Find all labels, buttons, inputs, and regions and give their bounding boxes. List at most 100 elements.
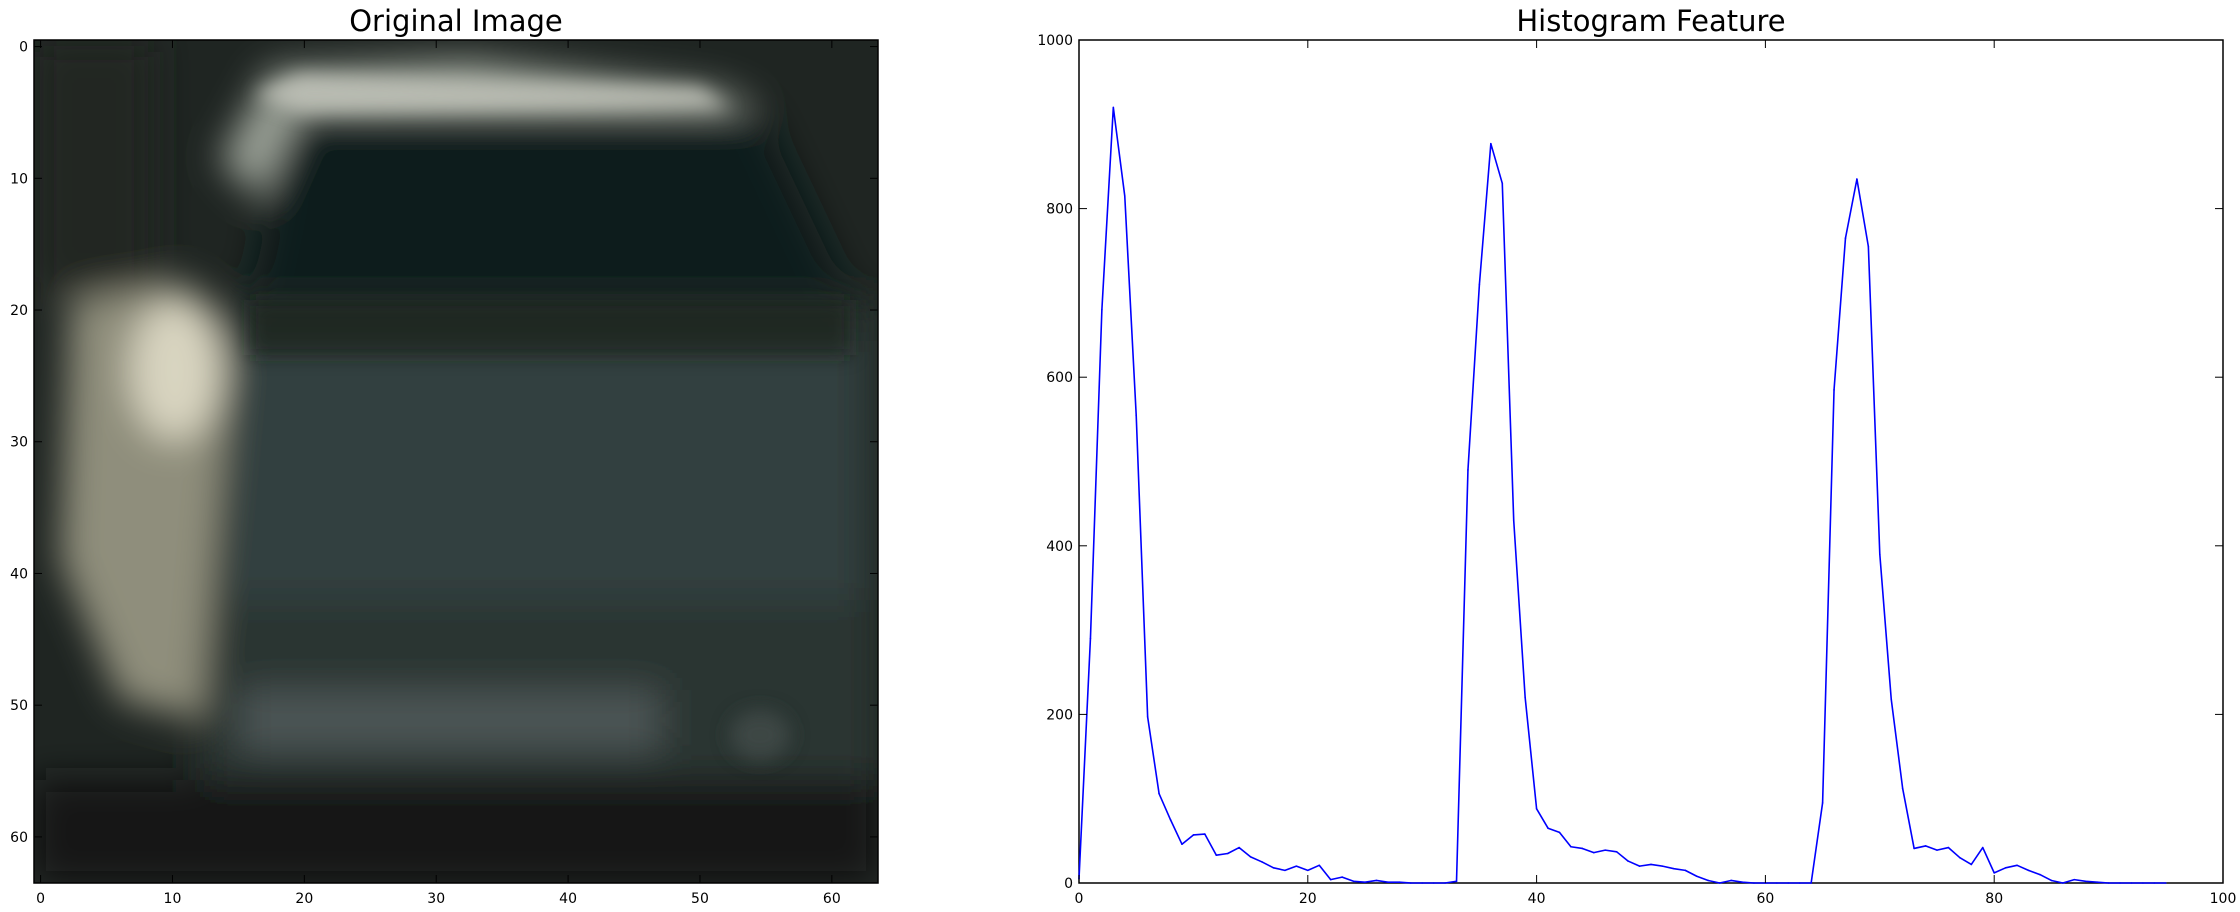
histogram-point: [1192, 834, 1195, 836]
histogram-y-tick-label: 0: [1064, 876, 1073, 892]
histogram-point: [1375, 879, 1378, 882]
image-title: Original Image: [349, 4, 563, 38]
histogram-point: [2073, 878, 2076, 881]
histogram-point: [1204, 833, 1206, 835]
histogram-point: [1718, 882, 1721, 884]
histogram-point: [2027, 869, 2030, 872]
histogram-point: [1741, 881, 1744, 883]
histogram-point: [2039, 873, 2041, 876]
histogram-point: [2142, 882, 2144, 884]
histogram-point: [1627, 860, 1629, 862]
histogram-point: [1867, 245, 1870, 248]
histogram-point: [1307, 869, 1309, 872]
histogram-y-tick-label: 600: [1046, 370, 1073, 386]
histogram-point: [1089, 637, 1092, 640]
image-y-tick-label: 10: [10, 171, 28, 187]
histogram-point: [1753, 882, 1755, 884]
histogram-point: [1787, 882, 1790, 884]
histogram-point: [1879, 553, 1881, 556]
image-x-tick-label: 40: [559, 891, 577, 907]
histogram-point: [1158, 792, 1160, 795]
histogram-point: [2130, 882, 2133, 884]
histogram-point: [1924, 845, 1927, 847]
histogram-point: [1661, 865, 1664, 867]
histogram-point: [1455, 880, 1458, 883]
histogram-point: [1833, 389, 1835, 391]
image-x-ticks: 0 10 20 30 40 50 60: [36, 40, 841, 907]
histogram-point: [1524, 696, 1526, 699]
histogram-point: [1421, 882, 1423, 884]
histogram-y-tick-label: 400: [1046, 539, 1073, 555]
image-y-tick-label: 30: [10, 435, 28, 451]
histogram-point: [1318, 864, 1321, 867]
histogram-x-tick-label: 100: [2210, 891, 2237, 907]
histogram-point: [1432, 882, 1435, 884]
histogram-point: [1638, 865, 1641, 867]
histogram-point: [1558, 831, 1561, 834]
histogram-point: [1387, 881, 1389, 883]
histogram-point: [1981, 846, 1984, 849]
histogram-point: [1295, 865, 1298, 867]
image-y-tick-label: 60: [10, 830, 28, 846]
histogram-point: [1993, 872, 1995, 874]
histogram-point: [1512, 519, 1515, 522]
histogram-title: Histogram Feature: [1516, 4, 1785, 38]
histogram-point: [2153, 882, 2156, 884]
histogram-point: [2096, 881, 2098, 883]
image-y-tick-label: 0: [19, 40, 28, 56]
histogram-point: [1261, 861, 1263, 863]
histogram-point: [1844, 237, 1847, 239]
histogram-point: [2119, 882, 2121, 884]
histogram-x-tick-label: 0: [1075, 891, 1084, 907]
histogram-point: [1730, 879, 1732, 882]
histogram-point: [1112, 106, 1115, 109]
histogram-point: [1398, 881, 1401, 883]
histogram-points: [1078, 106, 2167, 884]
histogram-point: [1238, 846, 1240, 849]
histogram-y-tick-label: 800: [1046, 202, 1073, 218]
image-x-tick-label: 10: [164, 891, 182, 907]
image-y-tick-label: 20: [10, 303, 28, 319]
histogram-point: [1249, 856, 1252, 858]
histogram-point: [1478, 283, 1481, 286]
histogram-point: [1272, 867, 1275, 869]
image-y-tick-label: 50: [10, 698, 28, 714]
histogram-point: [1776, 882, 1778, 884]
histogram-point: [1684, 869, 1687, 872]
histogram-point: [1936, 849, 1938, 851]
histogram-x-tick-label: 20: [1299, 891, 1317, 907]
histogram-point: [1695, 875, 1698, 878]
image-axes: Original Image: [10, 4, 879, 907]
histogram-point: [1604, 849, 1607, 851]
histogram-point: [1169, 818, 1172, 821]
histogram-point: [1284, 869, 1286, 872]
histogram-point: [2004, 867, 2007, 869]
histogram-point: [1181, 843, 1183, 846]
histogram-point: [1123, 195, 1126, 197]
histogram-point: [2050, 879, 2053, 882]
histogram-point: [1535, 808, 1538, 810]
histogram-point: [2016, 864, 2018, 867]
histogram-point: [1970, 863, 1973, 866]
image-x-tick-label: 60: [823, 891, 841, 907]
image-x-tick-label: 20: [295, 891, 313, 907]
histogram-point: [1890, 698, 1893, 701]
histogram-point: [1547, 827, 1549, 830]
histogram-y-ticks: 0 200 400 600 800 1000: [1037, 33, 2223, 892]
histogram-point: [1146, 716, 1149, 718]
histogram-x-ticks: 0 20 40 60 80 100: [1075, 40, 2237, 907]
histogram-point: [2107, 882, 2110, 884]
histogram-point: [1444, 882, 1446, 884]
histogram-point: [1673, 867, 1675, 870]
histogram-point: [2084, 880, 2087, 883]
histogram-y-tick-label: 1000: [1037, 33, 1073, 49]
histogram-point: [1364, 881, 1366, 883]
histogram-point: [1821, 802, 1824, 804]
histogram-x-tick-label: 40: [1528, 891, 1546, 907]
histogram-point: [1901, 787, 1904, 790]
histogram-point: [1798, 882, 1801, 884]
histogram-point: [1810, 882, 1812, 884]
histogram-point: [1856, 178, 1858, 180]
histogram-point: [1615, 851, 1618, 853]
histogram-point: [1570, 845, 1572, 848]
